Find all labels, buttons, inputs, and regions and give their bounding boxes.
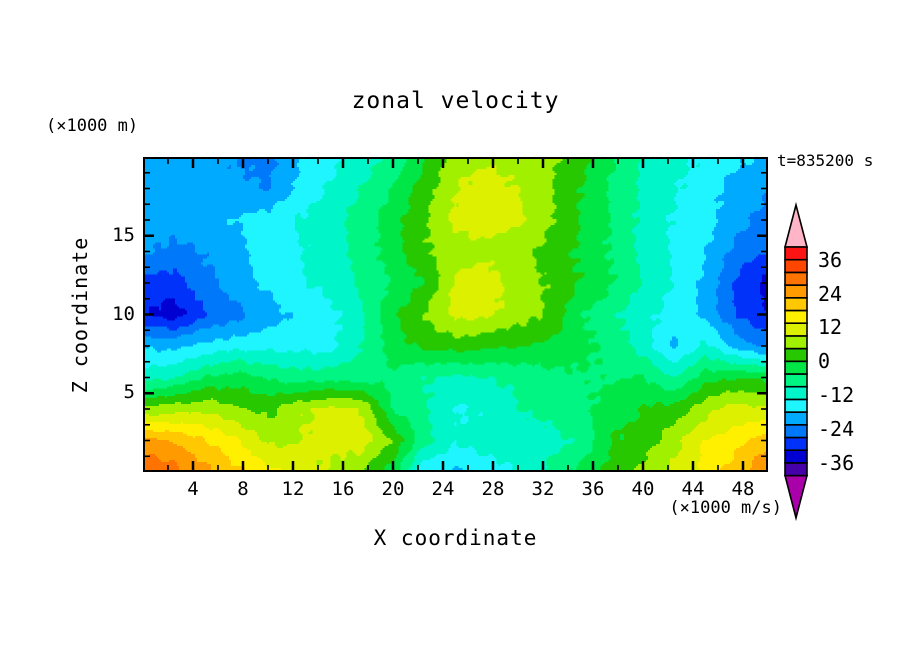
x-tick-label: 36 (581, 478, 605, 500)
colorbar-cell (784, 284, 808, 299)
colorbar-cell (784, 360, 808, 375)
colorbar-cell (784, 347, 808, 363)
x-tick-label: 28 (481, 478, 505, 500)
contour-field-canvas (143, 157, 768, 472)
colorbar (783, 201, 809, 522)
colorbar-cell (784, 258, 808, 274)
colorbar-tick-label: -24 (818, 417, 855, 442)
x-tick-label: 40 (631, 478, 655, 500)
colorbar-cell (784, 297, 808, 312)
colorbar-cell (784, 436, 808, 451)
colorbar-tick-label: 12 (818, 315, 843, 340)
x-tick-label: 24 (431, 478, 455, 500)
x-tick-label: 32 (531, 478, 555, 500)
z-axis-units-note: (×1000 m) (46, 116, 139, 136)
colorbar-under-arrow (783, 474, 809, 522)
colorbar-tick-label: -12 (818, 383, 855, 408)
colorbar-cell (784, 398, 808, 413)
z-tick-label: 10 (112, 302, 135, 325)
colorbar-cell (784, 335, 808, 350)
colorbar-cell (784, 246, 808, 261)
x-tick-label: 44 (681, 478, 705, 500)
x-tick-label: 20 (381, 478, 405, 500)
colorbar-cell (784, 424, 808, 439)
z-axis-title: Z coordinate (68, 236, 92, 394)
x-tick-label: 48 (731, 478, 755, 500)
z-tick-label: 15 (112, 223, 135, 246)
colorbar-tick-label: 24 (818, 281, 843, 306)
colorbar-over-arrow (783, 201, 809, 248)
x-tick-label: 8 (237, 478, 249, 500)
x-tick-label: 16 (331, 478, 355, 500)
colorbar-cell (784, 462, 808, 477)
colorbar-tick-label: 0 (818, 349, 831, 374)
colorbar-cell (784, 411, 808, 426)
colorbar-cell (784, 385, 808, 401)
x-tick-label: 12 (281, 478, 305, 500)
x-axis-title: X coordinate (373, 526, 538, 550)
colorbar-tick-label: 36 (818, 247, 843, 272)
timestamp-label: t=835200 s (777, 151, 874, 170)
colorbar-tick-label: -36 (818, 450, 855, 475)
colorbar-units-note: (×1000 m/s) (669, 498, 782, 518)
z-tick-label: 5 (123, 381, 135, 404)
plot-title: zonal velocity (351, 88, 560, 114)
x-tick-label: 4 (187, 478, 199, 500)
colorbar-cell (784, 271, 808, 286)
colorbar-cell (784, 373, 808, 388)
colorbar-cell (784, 309, 808, 324)
colorbar-cell (784, 322, 808, 337)
colorbar-cell (784, 449, 808, 464)
